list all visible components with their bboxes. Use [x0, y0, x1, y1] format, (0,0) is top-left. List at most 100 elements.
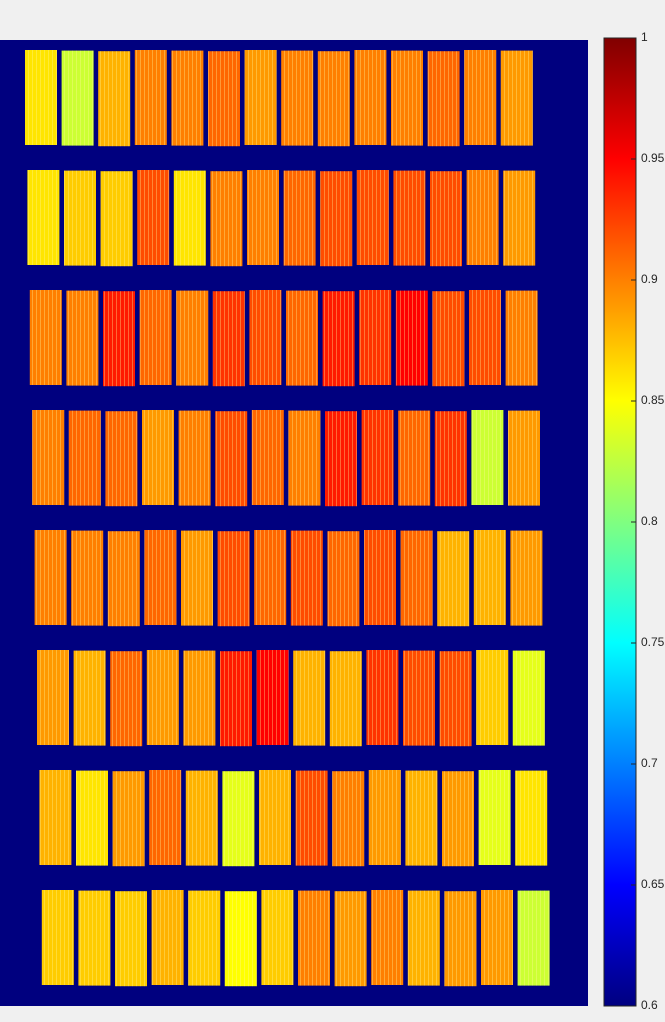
plot-texture — [364, 530, 396, 625]
plot-texture — [476, 650, 509, 745]
plot-texture — [176, 290, 209, 386]
plot-texture — [286, 290, 318, 386]
plot-texture — [68, 410, 101, 506]
plot-texture — [356, 170, 389, 265]
plot-texture — [25, 50, 57, 145]
plot-texture — [354, 50, 387, 145]
plot-texture — [256, 650, 289, 745]
colorbar-tick-label: 0.7 — [641, 756, 658, 770]
plot-texture — [405, 770, 438, 866]
plot-texture — [110, 651, 143, 747]
plot-texture — [37, 650, 69, 745]
plot-texture — [398, 410, 431, 506]
plot-texture — [403, 650, 435, 746]
plot-texture — [512, 650, 545, 746]
plot-texture — [325, 411, 357, 507]
plot-texture — [505, 290, 538, 386]
plot-texture — [173, 170, 206, 266]
plot-texture — [224, 891, 257, 987]
colorbar-tick-label: 1 — [641, 30, 648, 44]
plot-texture — [510, 530, 543, 626]
plot-texture — [254, 530, 287, 625]
plot-texture — [281, 50, 314, 146]
plot-texture — [359, 290, 392, 385]
plot-texture — [27, 170, 60, 265]
plot-texture — [105, 411, 138, 507]
plot-texture — [317, 51, 350, 147]
plot-texture — [210, 171, 243, 267]
plot-texture — [112, 771, 145, 867]
plot-texture — [368, 770, 401, 865]
plot-texture — [288, 410, 321, 506]
plot-texture — [466, 170, 499, 265]
plot-texture — [188, 890, 221, 986]
plot-texture — [295, 770, 328, 866]
plot-texture — [215, 411, 248, 507]
plot-texture — [471, 410, 504, 505]
plot-texture — [361, 410, 394, 505]
plot-texture — [395, 290, 428, 386]
plot-texture — [442, 771, 474, 867]
plot-texture — [217, 531, 250, 627]
plot-texture — [103, 291, 135, 387]
plot-texture — [139, 290, 172, 385]
plot-texture — [142, 410, 174, 505]
plot-texture — [334, 891, 367, 987]
plot-texture — [508, 410, 540, 506]
plot-texture — [400, 530, 433, 626]
colorbar-tick-label: 0.8 — [641, 514, 658, 528]
plot-texture — [144, 530, 177, 625]
plot-texture — [464, 50, 497, 145]
plot-texture — [115, 891, 147, 987]
plot-texture — [430, 171, 462, 267]
plot-texture — [107, 531, 140, 627]
plot-texture — [71, 530, 104, 626]
colorbar-tick-label: 0.65 — [641, 877, 665, 891]
plot-texture — [478, 770, 511, 865]
plot-texture — [249, 290, 282, 385]
plot-texture — [503, 170, 536, 266]
plot-texture — [371, 890, 404, 985]
colorbar — [603, 37, 637, 1007]
colorbar-tick-label: 0.95 — [641, 151, 665, 165]
plot-texture — [432, 291, 465, 387]
plot-texture — [146, 650, 179, 745]
plot-texture — [444, 891, 477, 987]
plot-texture — [293, 650, 326, 746]
plot-texture — [100, 171, 133, 267]
plot-texture — [39, 770, 72, 865]
plot-texture — [61, 50, 94, 146]
plot-texture — [66, 290, 99, 386]
plot-texture — [149, 770, 182, 865]
plot-texture — [73, 650, 106, 746]
plot-texture — [181, 530, 213, 626]
plot-texture — [244, 50, 277, 145]
plot-texture — [64, 170, 96, 266]
plot-texture — [393, 170, 426, 266]
plot-texture — [251, 410, 284, 505]
plot-texture — [437, 531, 470, 627]
plot-texture — [391, 50, 423, 146]
plot-texture — [183, 650, 216, 746]
plot-texture — [41, 890, 74, 985]
colorbar-tick-label: 0.9 — [641, 272, 658, 286]
plot-texture — [290, 530, 323, 626]
plot-texture — [76, 770, 108, 866]
plot-texture — [78, 890, 111, 986]
plot-texture — [98, 51, 131, 147]
plot-texture — [473, 530, 506, 625]
plot-texture — [327, 531, 360, 627]
plot-texture — [222, 771, 255, 867]
colorbar-tick-label: 0.6 — [641, 998, 658, 1012]
plot-texture — [434, 411, 467, 507]
plot-texture — [515, 770, 548, 866]
plot-texture — [185, 770, 218, 866]
plot-texture — [212, 291, 245, 387]
plot-texture — [320, 171, 353, 267]
plot-texture — [32, 410, 65, 505]
plot-texture — [259, 770, 291, 865]
plot-texture — [481, 890, 513, 985]
colorbar-tick-label: 0.85 — [641, 393, 665, 407]
